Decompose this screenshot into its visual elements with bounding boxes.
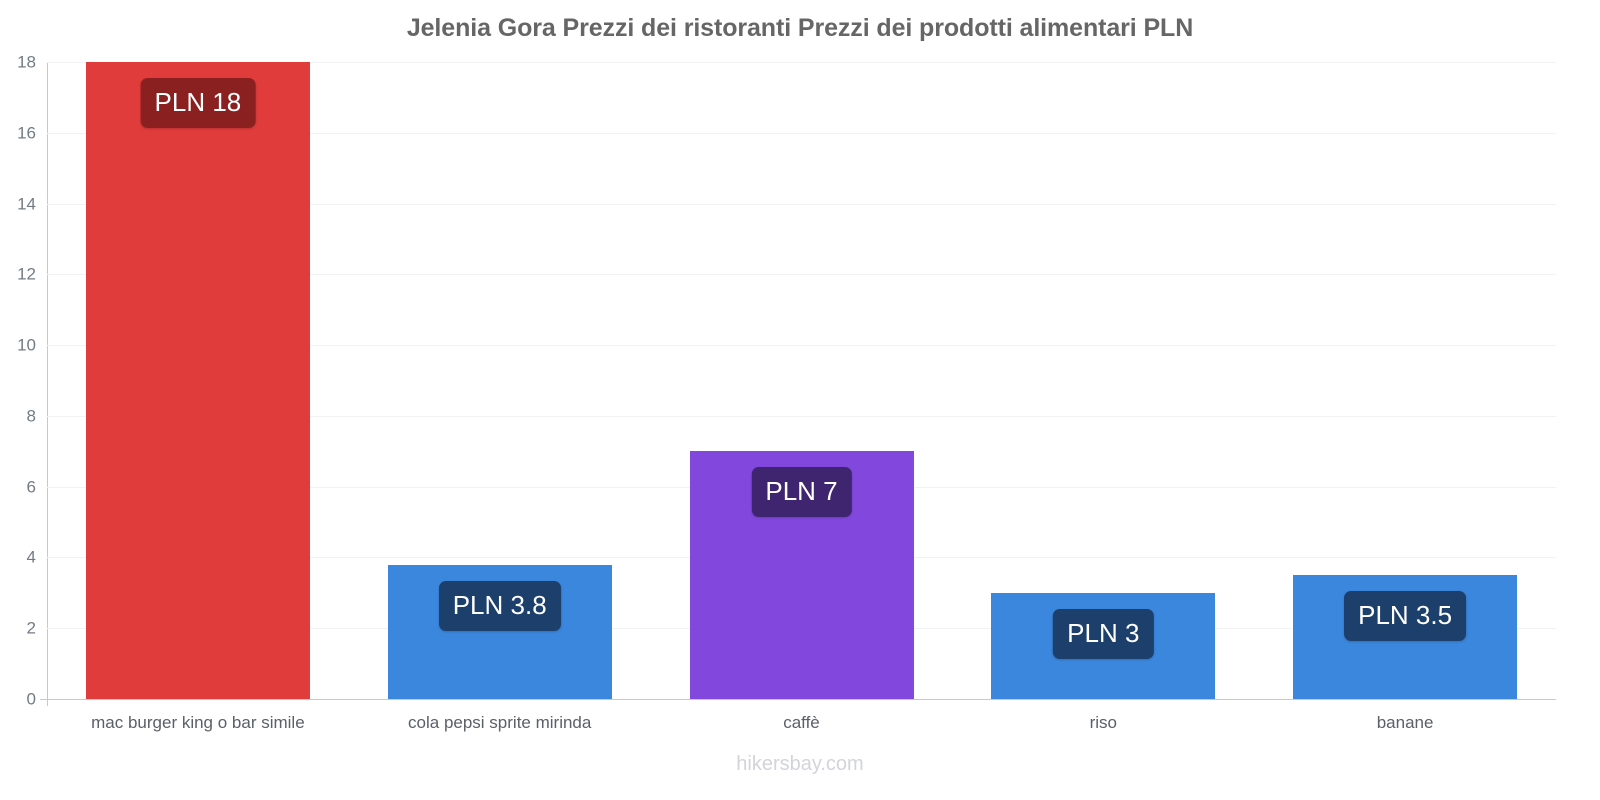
x-axis-category-label: riso <box>1089 713 1117 732</box>
y-axis-tick-label: 2 <box>26 618 36 638</box>
y-axis-tick-label: 16 <box>17 123 36 143</box>
watermark-text: hikersbay.com <box>736 753 864 775</box>
bar[interactable]: PLN 3.5 <box>1293 62 1518 699</box>
bar[interactable]: PLN 3 <box>991 62 1216 699</box>
y-axis-tick-label: 0 <box>26 689 36 709</box>
gridline <box>47 274 1556 275</box>
y-axis-tick-label: 4 <box>26 547 36 567</box>
y-axis-tick-label: 12 <box>17 264 36 284</box>
gridline <box>47 133 1556 134</box>
bar[interactable]: PLN 3.8 <box>387 62 612 699</box>
x-axis-category-label: mac burger king o bar simile <box>91 713 305 732</box>
y-axis-tick-label: 8 <box>26 406 36 426</box>
bar-value-label: PLN 3 <box>1053 608 1154 659</box>
bar-value-label: PLN 3.8 <box>438 580 561 631</box>
bar-rectangle[interactable] <box>85 62 310 699</box>
x-axis-line <box>40 699 1556 700</box>
y-axis-tick-label: 14 <box>17 194 36 214</box>
gridline <box>47 62 1556 63</box>
x-axis-category-label: caffè <box>783 713 820 732</box>
x-axis-category-label: banane <box>1376 713 1434 732</box>
gridline <box>47 416 1556 417</box>
gridline <box>47 204 1556 205</box>
gridline <box>47 345 1556 346</box>
y-axis-tick-label: 6 <box>26 477 36 497</box>
bar[interactable]: PLN 18 <box>85 62 310 699</box>
bar[interactable]: PLN 7 <box>689 62 914 699</box>
plot-area: PLN 18 PLN 3.8 PLN 7 PLN 3 PLN 3.5 <box>47 62 1556 699</box>
chart-title: Jelenia Gora Prezzi dei ristoranti Prezz… <box>406 14 1194 42</box>
y-axis-line <box>47 62 48 706</box>
bar-value-label: PLN 7 <box>751 467 852 518</box>
x-axis-category-label: cola pepsi sprite mirinda <box>408 713 592 732</box>
bar-value-label: PLN 18 <box>140 78 256 128</box>
y-axis-tick-label: 10 <box>17 335 36 355</box>
bar-value-label: PLN 3.5 <box>1344 591 1467 642</box>
y-axis-tick-label: 18 <box>17 52 36 72</box>
